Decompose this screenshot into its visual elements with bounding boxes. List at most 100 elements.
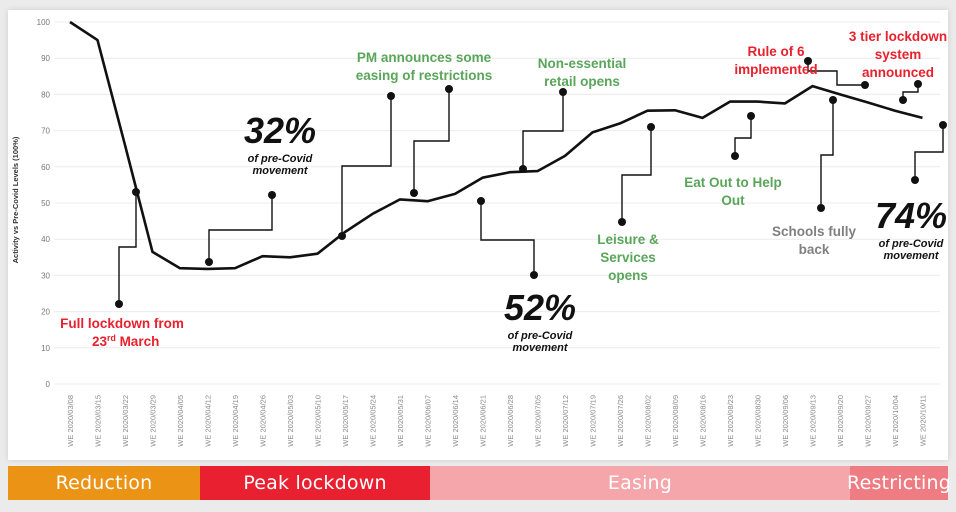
leader-dot [559,88,567,96]
x-tick-label: WE 2020/07/26 [616,395,625,447]
x-tick-label: WE 2020/08/16 [699,395,708,447]
leader-line [807,61,865,86]
x-tick-label: WE 2020/05/03 [286,395,295,447]
x-tick-label: WE 2020/07/05 [534,395,543,447]
x-tick-label: WE 2020/03/08 [66,395,75,447]
annotation-line: back [799,242,830,257]
leader-line [914,125,944,180]
leader-line [820,100,834,208]
x-tick-label: WE 2020/09/13 [809,395,818,447]
leader-line [118,192,137,304]
x-tick-label: WE 2020/03/22 [121,395,130,447]
annotation-line: PM announces some [357,50,492,65]
y-tick-label: 80 [41,90,50,99]
x-tick-label: WE 2020/09/20 [836,395,845,447]
annotation-line: Schools fully [772,224,857,239]
leader-dot [519,165,527,173]
y-tick-label: 50 [41,199,50,208]
phase-easing: Easing [430,466,850,500]
annotation-schools: Schools fully back [772,224,857,257]
x-tick-label: WE 2020/06/21 [479,395,488,447]
percent-caption: movement [883,250,939,262]
annotation-line: 3 tier lockdown [849,29,947,44]
annotation-line: Non-essential [538,56,627,71]
x-tick-label: WE 2020/04/05 [176,395,185,447]
annotation-pm-announces: PM announces some easing of restrictions [356,50,493,83]
x-tick-label: WE 2020/08/02 [644,395,653,447]
leader-dot [410,189,418,197]
leader-dot [861,81,869,89]
x-tick-label: WE 2020/03/29 [149,395,158,447]
percent-caption: of pre-Covid [508,330,573,342]
x-tick-label: WE 2020/08/30 [754,395,763,447]
y-tick-label: 30 [41,271,50,280]
x-tick-label: WE 2020/09/06 [781,395,790,447]
leader-line [734,116,752,156]
leader-line [621,127,652,222]
annotation-tail: March [116,334,160,349]
phase-peak-lockdown: Peak lockdown [200,466,430,500]
x-tick-label: WE 2020/07/12 [561,395,570,447]
annotation-three-tier: 3 tier lockdown system announced [849,29,947,80]
x-tick-label: WE 2020/05/17 [341,395,350,447]
phase-reduction: Reduction [8,466,200,500]
y-tick-label: 0 [46,380,51,389]
chart-panel: 0 10 20 30 40 50 60 70 80 90 100 WE 2020/03/08 WE 2… [8,10,948,460]
annotation-line: 23rd March [92,333,159,349]
percent-value: 52% [504,287,576,328]
leader-dot [618,218,626,226]
x-tick-label: WE 2020/08/09 [671,395,680,447]
annotation-line: opens [608,268,648,283]
x-tick-label: WE 2020/05/10 [314,395,323,447]
x-tick-label: WE 2020/10/11 [919,395,928,446]
y-tick-label: 20 [41,308,50,317]
leader-dot [899,96,907,104]
leader-line [522,92,564,169]
y-tick-label: 100 [37,18,51,27]
superscript: rd [107,333,116,343]
percent-value: 32% [244,110,316,151]
leader-dot [914,80,922,88]
x-tick-label: WE 2020/06/14 [451,395,460,447]
leader-dot [445,85,453,93]
leader-dot [268,191,276,199]
leader-dot [132,188,140,196]
annotation-non-essential: Non-essential retail opens [538,56,627,89]
x-tick-label: WE 2020/04/12 [204,395,213,447]
x-tick-label: WE 2020/05/31 [396,395,405,447]
x-tick-label: WE 2020/05/24 [369,395,378,447]
annotation-line: Eat Out to Help [684,175,782,190]
leader-dot [477,197,485,205]
leader-dot [817,204,825,212]
y-tick-label: 10 [41,344,50,353]
x-tick-label: WE 2020/10/04 [891,395,900,447]
percent-caption: movement [252,165,308,177]
x-tick-label: WE 2020/09/27 [864,395,873,447]
activity-line-chart: 0 10 20 30 40 50 60 70 80 90 100 WE 2020/03/08 WE 2… [11,18,947,447]
percent-caption: of pre-Covid [248,153,313,165]
percent-caption: of pre-Covid [879,238,944,250]
leader-dot [647,123,655,131]
percent-caption: movement [512,342,568,354]
x-tick-label: WE 2020/06/07 [424,395,433,447]
leader-dot [911,176,919,184]
x-tick-label: WE 2020/04/19 [231,395,240,447]
annotation-line: implemented [734,62,817,77]
annotation-line: Leisure & [597,232,659,247]
annotation-leisure: Leisure & Services opens [597,232,659,283]
y-tick-label: 70 [41,127,50,136]
y-axis-label: Activity vs Pre-Covid Levels (100%) [11,136,20,263]
leader-line [208,195,273,262]
leader-dot [747,112,755,120]
leader-dot [115,300,123,308]
annotation-line: system [875,47,922,62]
annotation-line: Out [721,193,745,208]
annotation-full-lockdown: Full lockdown from 23rd March [60,316,184,349]
x-tick-label: WE 2020/04/26 [259,395,268,447]
leader-dot [205,258,213,266]
x-tick-label: WE 2020/03/15 [94,395,103,447]
leader-line [413,89,450,193]
annotation-line: announced [862,65,934,80]
